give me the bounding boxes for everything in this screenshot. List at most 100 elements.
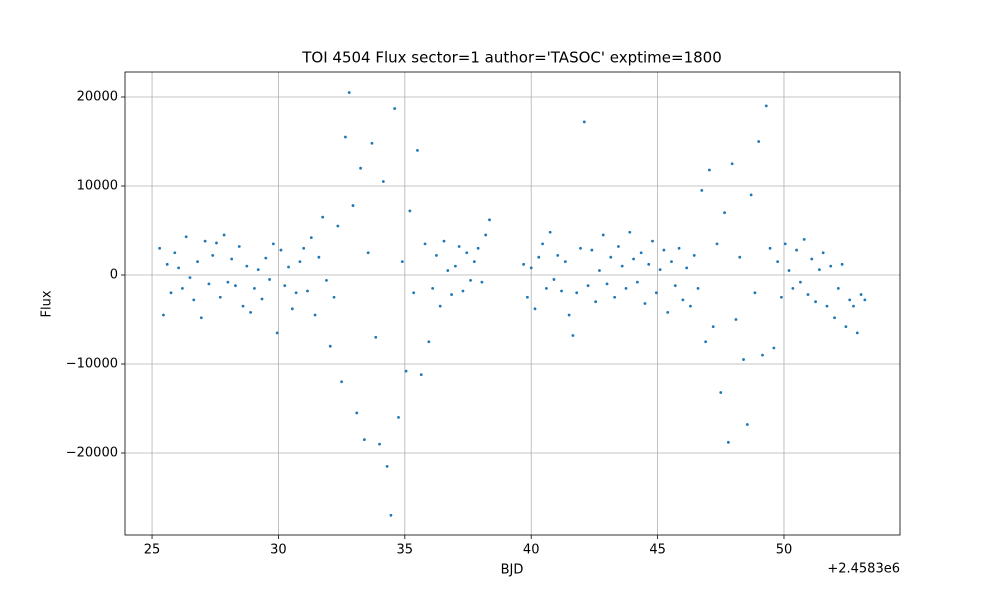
data-point <box>381 180 385 183</box>
data-point <box>488 218 491 222</box>
data-point <box>397 416 400 419</box>
data-point <box>298 260 302 264</box>
data-point <box>442 239 446 243</box>
data-point <box>465 251 469 255</box>
data-point <box>715 242 719 246</box>
data-point <box>416 149 419 152</box>
data-point <box>268 278 271 281</box>
data-point <box>666 310 670 314</box>
data-point <box>321 215 325 219</box>
data-point <box>253 286 256 290</box>
data-point <box>552 278 556 281</box>
data-point <box>836 286 840 290</box>
data-point <box>609 255 613 259</box>
data-point <box>567 313 571 317</box>
data-point <box>544 286 548 290</box>
data-point <box>366 251 370 255</box>
x-tick-label: 40 <box>523 543 540 558</box>
data-point <box>328 344 332 348</box>
data-point <box>745 423 749 426</box>
data-point <box>351 204 355 207</box>
data-point <box>177 266 180 270</box>
data-point <box>768 246 772 250</box>
data-point <box>529 266 533 270</box>
x-tick-label: 30 <box>270 543 287 558</box>
data-point <box>590 248 594 252</box>
data-point <box>764 104 768 108</box>
data-point <box>734 318 738 321</box>
data-point <box>799 280 802 284</box>
data-point <box>199 316 203 320</box>
data-point <box>234 284 237 288</box>
data-point <box>726 440 730 444</box>
data-point <box>617 245 620 248</box>
data-point <box>287 265 290 269</box>
data-point <box>662 248 666 252</box>
data-point <box>825 304 829 308</box>
data-point <box>309 236 313 240</box>
data-point <box>450 293 453 296</box>
data-point <box>643 302 647 305</box>
data-point <box>541 242 544 246</box>
y-axis-label: Flux <box>40 290 55 317</box>
y-tick-label: 0 <box>110 268 118 283</box>
data-point <box>207 282 211 286</box>
data-point <box>772 346 776 350</box>
plot-points <box>158 91 867 517</box>
data-point <box>620 264 624 268</box>
data-point <box>598 269 601 272</box>
data-point <box>696 286 700 290</box>
data-point <box>639 251 643 255</box>
data-point <box>817 268 821 272</box>
data-point <box>575 291 579 295</box>
data-point <box>533 307 537 311</box>
data-point <box>719 391 723 394</box>
data-point <box>844 325 848 329</box>
data-point <box>571 334 575 337</box>
data-point <box>180 286 184 290</box>
data-point <box>700 189 704 192</box>
data-point <box>476 246 480 250</box>
data-point <box>601 233 605 237</box>
data-point <box>435 254 438 257</box>
data-point <box>294 291 298 295</box>
data-point <box>400 260 404 264</box>
data-point <box>757 140 761 143</box>
data-point <box>802 238 806 241</box>
data-point <box>302 246 306 250</box>
data-point <box>829 264 833 268</box>
data-point <box>749 193 753 197</box>
data-point <box>840 262 844 266</box>
x-offset-label: +2.4583e6 <box>827 562 900 577</box>
data-point <box>385 464 389 468</box>
data-point <box>188 276 192 280</box>
data-point <box>692 254 696 257</box>
y-tick-label: −20000 <box>66 446 118 461</box>
data-point <box>340 380 344 384</box>
data-point <box>677 246 681 250</box>
data-point <box>787 269 791 272</box>
data-point <box>264 256 268 260</box>
data-point <box>852 304 855 308</box>
data-point <box>548 230 552 234</box>
data-point <box>526 295 529 299</box>
x-tick-label: 35 <box>397 543 414 558</box>
data-point <box>651 239 654 243</box>
data-point <box>412 291 416 295</box>
x-tick-label: 45 <box>649 543 666 558</box>
data-point <box>389 513 393 517</box>
data-point <box>605 282 609 286</box>
y-tick-label: 10000 <box>77 179 118 194</box>
data-point <box>658 268 662 272</box>
data-point <box>795 248 799 252</box>
x-tick-label: 50 <box>776 543 793 558</box>
data-point <box>848 298 852 302</box>
data-point <box>560 289 563 293</box>
data-point <box>404 369 408 373</box>
data-point <box>654 291 658 295</box>
data-point <box>859 293 863 296</box>
data-point <box>158 246 162 250</box>
data-point <box>283 284 287 288</box>
